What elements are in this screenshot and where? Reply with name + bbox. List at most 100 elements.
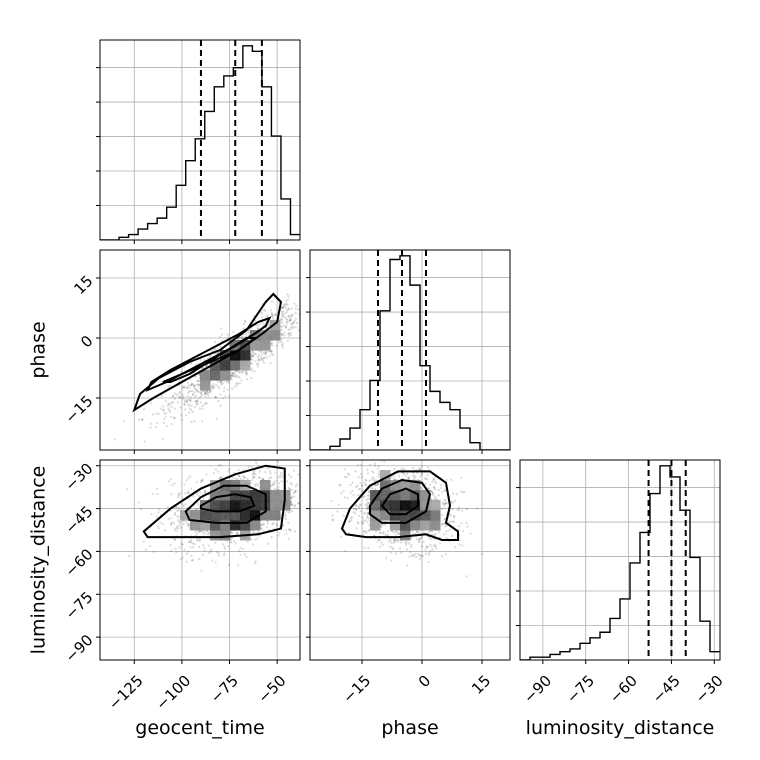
sample-point bbox=[185, 399, 188, 403]
sample-point bbox=[259, 476, 262, 479]
sample-point bbox=[182, 522, 185, 525]
sample-point bbox=[231, 531, 234, 535]
density-cell bbox=[220, 520, 231, 531]
sample-point bbox=[331, 519, 334, 522]
sample-point bbox=[450, 501, 453, 505]
sample-point bbox=[188, 386, 191, 390]
sample-point bbox=[250, 361, 253, 365]
sample-point bbox=[374, 462, 377, 465]
sample-point bbox=[297, 329, 300, 332]
density-cell bbox=[430, 500, 441, 511]
sample-point bbox=[426, 466, 430, 469]
sample-point bbox=[201, 531, 205, 534]
sample-point bbox=[227, 379, 230, 383]
sample-point bbox=[417, 540, 420, 544]
sample-point bbox=[366, 472, 370, 475]
sample-point bbox=[169, 549, 173, 552]
sample-point bbox=[288, 314, 291, 318]
sample-point bbox=[192, 495, 195, 498]
sample-point bbox=[184, 503, 187, 506]
sample-point bbox=[289, 482, 292, 485]
sample-point bbox=[189, 362, 193, 365]
sample-point bbox=[414, 476, 417, 479]
sample-point bbox=[175, 393, 179, 396]
sample-point bbox=[284, 529, 287, 532]
sample-point bbox=[178, 524, 181, 527]
sample-point bbox=[203, 532, 206, 535]
sample-point bbox=[399, 551, 403, 554]
sample-point bbox=[170, 522, 173, 525]
sample-point bbox=[258, 359, 261, 362]
sample-point bbox=[304, 503, 306, 505]
sample-point bbox=[260, 452, 262, 454]
sample-point bbox=[211, 559, 214, 562]
sample-point bbox=[239, 553, 242, 556]
density-cell bbox=[180, 510, 191, 521]
sample-point bbox=[287, 307, 290, 310]
sample-point bbox=[305, 491, 307, 493]
sample-point bbox=[300, 507, 302, 509]
density-cell bbox=[250, 340, 261, 351]
sample-point bbox=[281, 342, 284, 345]
sample-point bbox=[443, 488, 447, 492]
density-cell bbox=[210, 490, 221, 501]
sample-point bbox=[418, 558, 421, 561]
sample-point bbox=[162, 405, 165, 408]
sample-point bbox=[302, 473, 304, 475]
sample-point bbox=[191, 542, 194, 545]
sample-point bbox=[191, 558, 194, 562]
sample-point bbox=[164, 399, 167, 403]
sample-point bbox=[383, 523, 386, 526]
sample-point bbox=[367, 497, 370, 500]
sample-point bbox=[267, 323, 270, 327]
sample-point bbox=[227, 563, 230, 567]
sample-point bbox=[290, 495, 293, 498]
sample-point bbox=[283, 303, 286, 306]
sample-point bbox=[180, 542, 183, 546]
sample-point bbox=[188, 398, 192, 401]
sample-point bbox=[263, 356, 266, 359]
sample-point bbox=[360, 490, 363, 493]
sample-point bbox=[365, 498, 368, 501]
sample-point bbox=[280, 310, 284, 314]
sample-point bbox=[208, 551, 211, 555]
sample-point bbox=[217, 554, 220, 557]
sample-point bbox=[223, 547, 227, 550]
sample-point bbox=[228, 468, 231, 471]
sample-point bbox=[273, 487, 276, 491]
sample-point bbox=[362, 489, 365, 492]
sample-point bbox=[170, 493, 173, 496]
sample-point bbox=[214, 352, 217, 355]
sample-point bbox=[270, 536, 273, 539]
sample-point bbox=[302, 475, 304, 477]
sample-point bbox=[365, 479, 368, 482]
sample-point bbox=[420, 555, 423, 558]
histogram-panel-phase bbox=[306, 249, 511, 451]
sample-point bbox=[374, 479, 378, 482]
sample-point bbox=[294, 317, 297, 320]
sample-point bbox=[236, 531, 239, 534]
sample-point bbox=[356, 494, 359, 497]
sample-point bbox=[378, 470, 381, 474]
sample-point bbox=[256, 483, 260, 487]
sample-point bbox=[347, 473, 350, 476]
density-cell bbox=[270, 500, 281, 511]
sample-point bbox=[295, 304, 298, 307]
sample-point bbox=[360, 463, 363, 467]
sample-point bbox=[294, 490, 297, 493]
sample-point bbox=[275, 524, 279, 527]
sample-point bbox=[263, 361, 266, 364]
sample-point bbox=[272, 483, 275, 487]
sample-point bbox=[413, 552, 417, 555]
density-cell bbox=[230, 360, 241, 371]
contour-line bbox=[162, 337, 257, 383]
sample-point bbox=[186, 381, 189, 384]
sample-point bbox=[213, 340, 217, 344]
sample-point bbox=[243, 319, 246, 322]
sample-point bbox=[142, 407, 146, 411]
sample-point bbox=[407, 476, 410, 479]
sample-point bbox=[170, 415, 173, 419]
scatter-panel-geocent_time-vs-phase bbox=[99, 249, 301, 451]
sample-point bbox=[364, 519, 367, 522]
contour-line bbox=[340, 470, 459, 541]
